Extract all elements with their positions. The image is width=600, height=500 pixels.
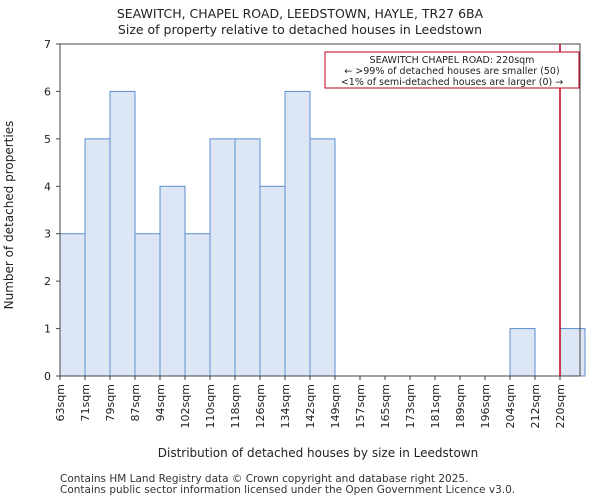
x-tick-label: 204sqm [504, 384, 517, 428]
x-tick-label: 71sqm [79, 384, 92, 421]
x-tick-label: 87sqm [129, 384, 142, 421]
annotation-box: SEAWITCH CHAPEL ROAD: 220sqm ← >99% of d… [324, 51, 580, 89]
annotation-line-2: ← >99% of detached houses are smaller (5… [344, 66, 559, 77]
x-tick-label: 149sqm [329, 384, 342, 428]
bar-118sqm [234, 138, 261, 377]
y-tick-label: 5 [44, 133, 51, 146]
x-tick-label: 126sqm [254, 384, 267, 428]
bar-204sqm [509, 328, 536, 377]
x-tick-label: 134sqm [279, 384, 292, 428]
y-tick-label: 6 [44, 85, 51, 98]
bar-63sqm [59, 233, 86, 377]
chart-title: SEAWITCH, CHAPEL ROAD, LEEDSTOWN, HAYLE,… [116, 6, 484, 21]
x-tick-label: 165sqm [379, 384, 392, 428]
x-tick-label: 94sqm [154, 384, 167, 421]
y-tick-label: 1 [44, 323, 51, 336]
y-tick-label: 2 [44, 275, 51, 288]
y-axis-label: Number of detached properties [2, 121, 16, 310]
bar-220sqm [559, 328, 586, 377]
annotation-line-1: SEAWITCH CHAPEL ROAD: 220sqm [370, 55, 535, 66]
bar-87sqm [134, 233, 161, 377]
x-tick-label: 110sqm [204, 384, 217, 428]
x-tick-label: 118sqm [229, 384, 242, 428]
bar-102sqm [184, 233, 211, 377]
x-tick-label: 63sqm [54, 384, 67, 421]
x-tick-label: 196sqm [479, 384, 492, 428]
bar-110sqm [209, 138, 236, 377]
x-tick-label: 181sqm [429, 384, 442, 428]
bar-71sqm [84, 138, 111, 377]
bar-126sqm [259, 185, 286, 377]
x-axis-label: Distribution of detached houses by size … [158, 446, 478, 460]
axes-frame [59, 43, 581, 377]
y-tick-label: 3 [44, 228, 51, 241]
bar-79sqm [109, 90, 136, 377]
x-tick-label: 189sqm [454, 384, 467, 428]
annotation-line-3: <1% of semi-detached houses are larger (… [341, 77, 563, 88]
x-tick-label: 142sqm [304, 384, 317, 428]
chart-subtitle: Size of property relative to detached ho… [117, 22, 483, 37]
x-tick-label: 102sqm [179, 384, 192, 428]
x-tick-label: 212sqm [529, 384, 542, 428]
bar-94sqm [159, 185, 186, 377]
y-tick-label: 0 [44, 370, 51, 383]
bar-142sqm [309, 138, 336, 377]
y-tick-label: 7 [44, 38, 51, 51]
x-tick-label: 220sqm [554, 384, 567, 428]
x-tick-label: 157sqm [354, 384, 367, 428]
x-tick-label: 173sqm [404, 384, 417, 428]
footer-line-2: Contains public sector information licen… [60, 484, 516, 496]
y-tick-label: 4 [44, 180, 51, 193]
footer-line-1: Contains HM Land Registry data © Crown c… [60, 473, 469, 485]
bar-134sqm [284, 90, 311, 377]
x-tick-label: 79sqm [104, 384, 117, 421]
